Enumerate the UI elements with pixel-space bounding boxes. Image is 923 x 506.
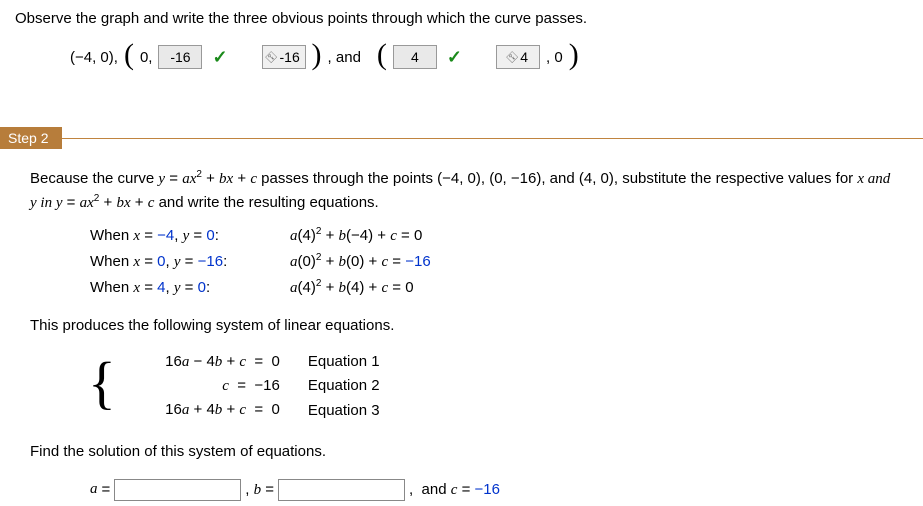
check-icon: ✓: [212, 47, 227, 68]
system-intro: This produces the following system of li…: [30, 314, 893, 337]
step-rule: [62, 138, 923, 139]
check-icon: ✓: [447, 47, 462, 68]
subst-2-left: When x = 0, y = −16:: [90, 250, 290, 274]
substitution-block: When x = −4, y = 0: a(4)2 + b(−4) + c = …: [30, 224, 893, 301]
b-label: , b =: [245, 478, 274, 502]
c-label: , and c = −16: [409, 478, 500, 502]
subst-1-right: a(4)2 + b(−4) + c = 0: [290, 224, 422, 248]
step-header: Step 2: [0, 127, 923, 149]
brace-icon: {: [88, 357, 116, 409]
answer-box-2[interactable]: 4: [393, 45, 437, 69]
b-input[interactable]: [278, 479, 405, 501]
suffix-text: , 0: [546, 49, 563, 66]
key-box-2: ⚿4: [496, 45, 540, 69]
subst-3-right: a(4)2 + b(4) + c = 0: [290, 276, 414, 300]
subst-1-left: When x = −4, y = 0:: [90, 224, 290, 248]
find-text: Find the solution of this system of equa…: [30, 440, 893, 463]
a-label: a: [90, 478, 98, 501]
sys-lbl-3: Equation 3: [288, 399, 380, 422]
sys-eq-2: c = −16: [120, 374, 288, 398]
paren-open-1: (: [124, 40, 134, 70]
sys-lbl-2: Equation 2: [288, 374, 380, 397]
sys-lbl-1: Equation 1: [288, 350, 380, 373]
prompt-text: Observe the graph and write the three ob…: [15, 10, 923, 27]
paren-close-2: ): [569, 40, 579, 70]
subst-3-left: When x = 4, y = 0:: [90, 276, 290, 300]
sys-eq-3: 16a + 4b + c = 0: [120, 398, 288, 422]
a-input[interactable]: [114, 479, 241, 501]
paren-open-2: (: [377, 40, 387, 70]
and-text: , and: [328, 49, 361, 66]
paren-close-1: ): [312, 40, 322, 70]
explanation: Because the curve y = ax2 + bx + c passe…: [30, 167, 893, 216]
points-row: (−4, 0), ( 0, -16 ✓ ⚿-16 ) , and ( 4 ✓ ⚿…: [15, 42, 923, 72]
answer-row: a = , b = , and c = −16: [30, 478, 893, 502]
key-icon: ⚿: [504, 48, 521, 65]
system-block: { 16a − 4b + c = 0Equation 1 c = −16Equa…: [30, 350, 893, 423]
point-prefix: (−4, 0),: [70, 49, 118, 66]
zero-comma: 0,: [140, 49, 153, 66]
answer-box-1[interactable]: -16: [158, 45, 202, 69]
subst-2-right: a(0)2 + b(0) + c = −16: [290, 250, 431, 274]
sys-eq-1: 16a − 4b + c = 0: [120, 350, 288, 374]
key-box-1: ⚿-16: [262, 45, 306, 69]
key-icon: ⚿: [263, 48, 280, 65]
step-label: Step 2: [0, 127, 62, 149]
